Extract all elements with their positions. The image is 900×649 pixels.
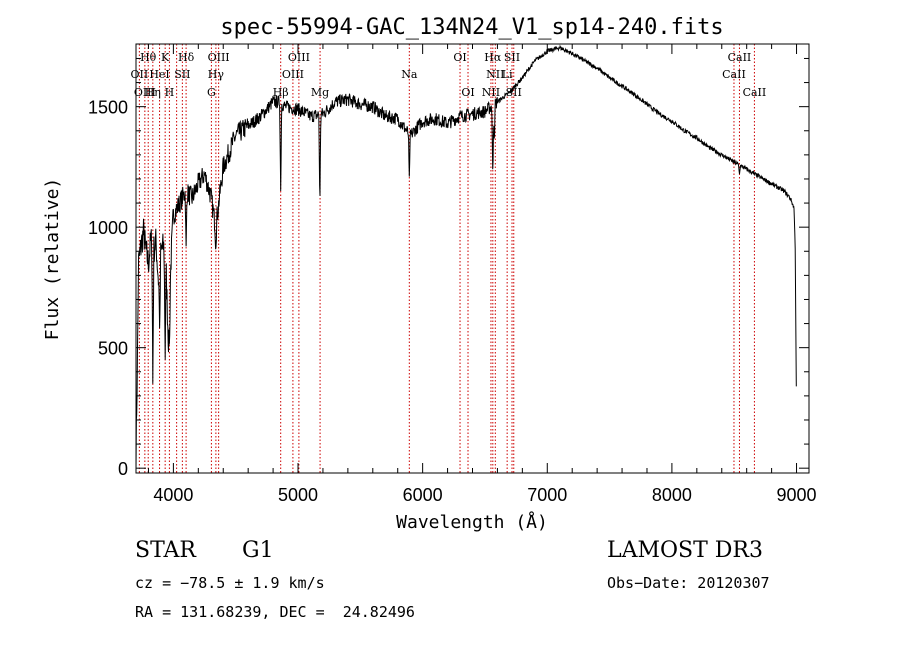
- line-label: Hθ: [140, 51, 157, 64]
- spectrum-chart: spec-55994-GAC_134N24_V1_sp14-240.fits H…: [42, 15, 817, 533]
- line-label: OII: [131, 68, 149, 81]
- line-label: HeI: [149, 68, 169, 81]
- line-label: G: [207, 86, 216, 99]
- y-tick-label: 500: [98, 339, 128, 359]
- axis-ticks: 4000 5000 6000 7000 8000 9000 0 500 1000 1500: [88, 44, 817, 505]
- object-subclass: G1: [242, 538, 274, 563]
- x-tick-label: 5000: [278, 485, 318, 505]
- survey-name: LAMOST DR3: [607, 538, 763, 563]
- plot-frame: [135, 43, 810, 474]
- line-label: Li: [502, 68, 513, 81]
- x-tick-label: 6000: [403, 485, 443, 505]
- line-label: OI: [453, 51, 466, 64]
- chart-title: spec-55994-GAC_134N24_V1_sp14-240.fits: [220, 15, 723, 40]
- line-label: Hγ: [208, 68, 225, 81]
- line-label: SII: [174, 68, 190, 81]
- line-label: CaII: [722, 68, 746, 81]
- line-label: Hη: [145, 86, 161, 99]
- line-label: H: [165, 86, 175, 99]
- line-label: CaII: [728, 51, 752, 64]
- line-label: SII: [504, 51, 520, 64]
- y-tick-label: 1000: [88, 218, 128, 238]
- x-tick-label: 8000: [652, 485, 692, 505]
- x-tick-label: 9000: [777, 485, 817, 505]
- line-label: Na: [401, 68, 418, 81]
- line-label: OI: [461, 86, 474, 99]
- line-label: OIII: [208, 51, 230, 64]
- object-class: STAR: [135, 538, 196, 563]
- line-label: SII: [506, 86, 522, 99]
- line-label: K: [161, 51, 170, 64]
- observation-date: Obs−Date: 20120307: [607, 574, 770, 592]
- flux-series-line: [135, 44, 797, 472]
- y-axis-label: Flux (relative): [42, 178, 63, 341]
- x-axis-label: Wavelength (Å): [396, 511, 548, 533]
- x-tick-label: 7000: [527, 485, 567, 505]
- line-label: Hδ: [178, 51, 195, 64]
- coordinates: RA = 131.68239, DEC = 24.82496: [135, 603, 415, 621]
- line-label: OIII: [282, 68, 304, 81]
- line-label: OIII: [134, 86, 156, 99]
- redshift-value: cz = −78.5 ± 1.9 km/s: [135, 574, 325, 592]
- y-tick-label: 1500: [88, 98, 128, 118]
- line-label: CaII: [743, 86, 767, 99]
- line-label: Mg: [311, 86, 329, 99]
- x-tick-label: 4000: [153, 485, 193, 505]
- y-tick-label: 0: [118, 459, 128, 479]
- line-label: OIII: [288, 51, 310, 64]
- line-label: NII: [486, 68, 504, 81]
- line-label: NII: [482, 86, 500, 99]
- line-label: Hα: [484, 51, 502, 64]
- line-label: Hβ: [273, 86, 289, 99]
